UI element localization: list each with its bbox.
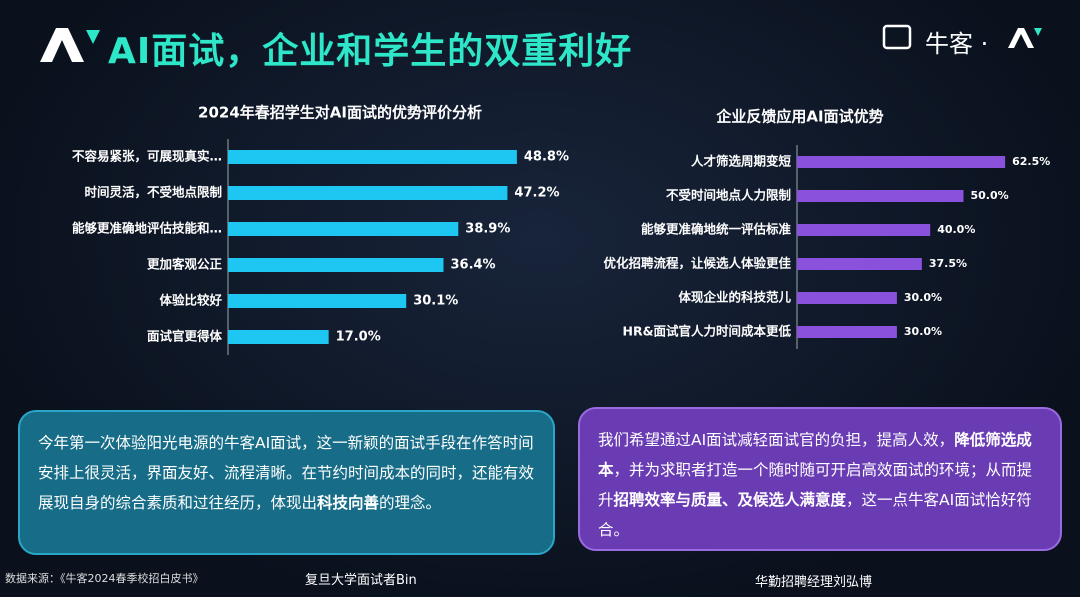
bar [228,186,508,200]
value-label: 40.0% [937,223,975,236]
value-label: 17.0% [336,330,381,345]
value-label: 47.2% [514,186,559,201]
value-label: 50.0% [971,189,1009,202]
chart-title: 2024年春招学生对AI面试的优势评价分析 [198,104,482,122]
value-label: 36.4% [450,258,495,273]
category-label: 时间灵活，不受地点限制 [84,185,222,200]
value-label: 30.0% [904,325,942,338]
bar [797,326,897,338]
bar [228,330,329,344]
category-label: 更加客观公正 [147,257,223,272]
quote-author: 复旦大学面试者Bin [305,573,417,588]
category-label: 体验比较好 [159,293,222,308]
title: AI面试，企业和学生的双重利好 [108,31,633,72]
bar [797,292,897,304]
bar [797,224,931,236]
bar [228,294,407,308]
quote-highlight: 科技向善 [317,494,380,512]
quote-highlight: 降低筛选成本 [598,431,1032,479]
category-label: 面试官更得体 [147,329,223,344]
quote-highlight: 招聘效率与质量、及候选人满意度 [613,491,847,509]
category-label: 能够更准确地统一评估标准 [641,222,792,237]
bar [797,258,922,270]
brand: 牛客 · [925,30,989,58]
quote-text: ，这一点牛客AI面试恰好符合。 [598,491,1032,539]
source: 数据来源：《牛客2024春季校招白皮书》 [5,572,204,585]
category-label: 能够更准确地评估技能和… [72,221,222,236]
value-label: 37.5% [929,257,967,270]
quote-text: 我们希望通过AI面试减轻面试官的负担，提高人效， [598,431,955,449]
category-label: 体现企业的科技范儿 [678,290,791,305]
value-label: 48.8% [524,150,569,165]
value-label: 38.9% [465,222,510,237]
bar [228,222,459,236]
bar [797,190,964,202]
quote-box: 我们希望通过AI面试减轻面试官的负担，提高人效，降低筛选成本，并为求职者打造一个… [578,407,1062,551]
quote-text: 今年第一次体验阳光电源的牛客AI面试，这一新颖的面试手段在作答时间安排上很灵活，… [38,434,535,512]
bar [228,150,517,164]
category-label: 优化招聘流程，让候选人体验更佳 [603,256,791,271]
quote-author: 华勤招聘经理刘弘博 [755,575,873,590]
category-label: 不受时间地点人力限制 [666,188,791,203]
category-label: 人才筛选周期变短 [691,154,792,169]
bar [228,258,444,272]
value-label: 30.0% [904,291,942,304]
logo [40,24,1042,62]
category-label: HR&面试官人力时间成本更低 [623,324,792,339]
quote-text: 的理念。 [379,494,442,512]
chart-title: 企业反馈应用AI面试优势 [715,108,883,126]
quote-text: ，并为求职者打造一个随时随可开启高效面试的环境；从而提升 [598,461,1033,509]
bar [797,156,1006,168]
value-label: 30.1% [413,294,458,309]
value-label: 62.5% [1012,155,1050,168]
quote-box: 今年第一次体验阳光电源的牛客AI面试，这一新颖的面试手段在作答时间安排上很灵活，… [18,410,555,555]
category-label: 不容易紧张，可展现真实… [72,149,222,164]
